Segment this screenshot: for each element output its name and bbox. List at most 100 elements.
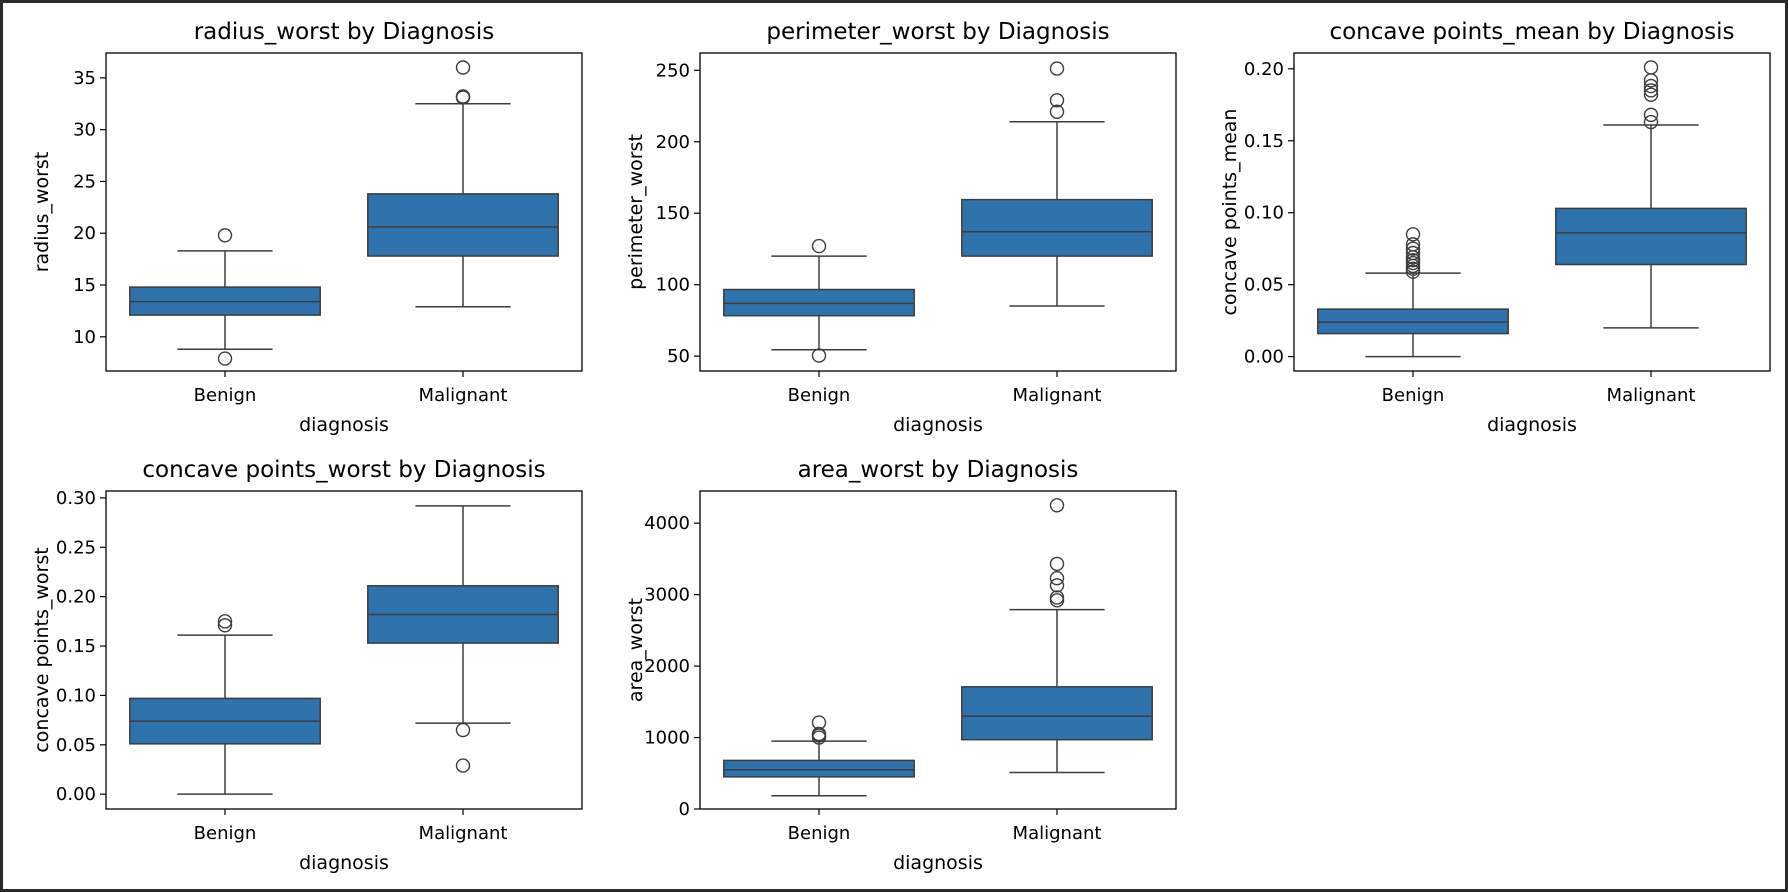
y-axis-label: concave points_mean <box>1219 109 1241 316</box>
y-tick-label: 0.05 <box>1244 275 1284 296</box>
iqr-box <box>961 686 1153 741</box>
iqr-box <box>723 288 915 317</box>
y-tick-label: 0.00 <box>1244 347 1284 368</box>
outlier-point <box>811 238 827 254</box>
box-malignant <box>367 60 559 308</box>
outlier-point <box>455 90 471 105</box>
y-axis-label: concave points_worst <box>31 547 53 752</box>
y-tick-label: 10 <box>73 327 96 348</box>
outlier-point <box>1643 114 1659 130</box>
outlier-point <box>217 228 233 243</box>
box-plot-figure: radius_worst by Diagnosis radius_worstdia… <box>31 19 1771 874</box>
box-benign <box>129 614 321 795</box>
x-tick-label: Benign <box>194 385 257 406</box>
plot-area-frame <box>105 490 583 810</box>
subplot-2: perimeter_worst by Diagnosis perimeter_wo… <box>625 19 1177 436</box>
y-axis-label: radius_worst <box>31 152 53 273</box>
y-tick-label: 15 <box>73 275 96 296</box>
outlier-point <box>1405 241 1421 256</box>
subplot-4: concave points_worst by Diagnosis concave… <box>31 457 583 874</box>
plot-area-frame <box>105 52 583 372</box>
x-tick-label: Benign <box>788 385 851 406</box>
box-malignant <box>367 505 559 773</box>
y-tick-label: 20 <box>73 223 96 244</box>
outlier-point <box>1049 570 1065 586</box>
outlier-point <box>1405 227 1421 242</box>
y-tick-label: 200 <box>656 132 690 153</box>
outlier-point <box>455 89 471 104</box>
x-tick-label: Benign <box>788 823 851 844</box>
y-tick-label: 0.10 <box>1244 203 1284 224</box>
y-axis-label: area_worst <box>625 598 647 702</box>
y-tick-label: 25 <box>73 171 96 192</box>
y-tick-label: 2000 <box>644 656 690 677</box>
y-tick-label: 30 <box>73 120 96 141</box>
outlier-point <box>811 348 827 363</box>
y-tick-label: 0.15 <box>1244 131 1284 152</box>
y-tick-label: 0.20 <box>56 587 96 608</box>
outlier-point <box>1049 590 1065 605</box>
iqr-box <box>1555 207 1747 266</box>
subplot-title: concave points_mean by Diagnosis <box>1329 19 1734 45</box>
outlier-point <box>217 614 233 629</box>
x-axis-label: diagnosis <box>893 852 983 874</box>
outlier-point <box>1049 104 1065 119</box>
box-malignant <box>961 498 1153 774</box>
box-benign <box>129 228 321 366</box>
outlier-point <box>1049 578 1065 593</box>
plot-area-frame <box>699 490 1177 810</box>
y-tick-label: 35 <box>73 68 96 89</box>
subplot-5: area_worst by Diagnosis area_worstdiagnos… <box>625 457 1177 874</box>
box-benign <box>723 715 915 797</box>
outlier-point <box>455 60 471 75</box>
y-tick-label: 0.05 <box>56 735 96 756</box>
y-tick-label: 4000 <box>644 513 690 534</box>
iqr-box <box>367 193 559 257</box>
plot-area-frame <box>699 52 1177 372</box>
y-tick-label: 0.20 <box>1244 59 1284 80</box>
outlier-point <box>1049 498 1065 513</box>
x-tick-label: Malignant <box>419 385 508 406</box>
outlier-point <box>1405 237 1421 252</box>
x-axis-label: diagnosis <box>299 414 389 436</box>
y-tick-label: 50 <box>667 346 690 367</box>
subplot-title: perimeter_worst by Diagnosis <box>766 19 1109 45</box>
y-tick-label: 0.15 <box>56 636 96 657</box>
box-malignant <box>961 61 1153 307</box>
outlier-point <box>1049 556 1065 572</box>
outlier-point <box>217 351 233 366</box>
x-axis-label: diagnosis <box>893 414 983 436</box>
x-tick-label: Benign <box>194 823 257 844</box>
outlier-point <box>1643 107 1659 123</box>
outlier-point <box>1405 245 1421 261</box>
x-tick-label: Malignant <box>1013 385 1102 406</box>
outlier-point <box>217 618 233 633</box>
x-tick-label: Malignant <box>1013 823 1102 844</box>
outlier-point <box>1049 93 1065 108</box>
plot-area-frame <box>1293 52 1771 372</box>
outlier-point <box>455 758 471 773</box>
y-tick-label: 0 <box>679 799 690 820</box>
y-tick-label: 0.25 <box>56 537 96 558</box>
y-tick-label: 100 <box>656 275 690 296</box>
box-malignant <box>1555 60 1747 329</box>
outlier-point <box>1643 60 1659 75</box>
y-tick-label: 1000 <box>644 728 690 749</box>
y-tick-label: 3000 <box>644 585 690 606</box>
x-tick-label: Malignant <box>419 823 508 844</box>
outlier-point <box>811 715 827 730</box>
outlier-point <box>1643 78 1659 94</box>
outlier-point <box>455 722 471 738</box>
subplot-title: radius_worst by Diagnosis <box>194 19 495 45</box>
subplot-1: radius_worst by Diagnosis radius_worstdia… <box>31 19 583 436</box>
subplot-3: concave points_mean by Diagnosis concave … <box>1219 19 1771 436</box>
x-axis-label: diagnosis <box>1487 414 1577 436</box>
outlier-point <box>1643 73 1659 88</box>
x-tick-label: Benign <box>1382 385 1445 406</box>
x-tick-label: Malignant <box>1607 385 1696 406</box>
subplot-title: area_worst by Diagnosis <box>798 457 1079 483</box>
x-axis-label: diagnosis <box>299 852 389 874</box>
outlier-point <box>1643 87 1659 102</box>
outlier-point <box>1049 61 1065 76</box>
